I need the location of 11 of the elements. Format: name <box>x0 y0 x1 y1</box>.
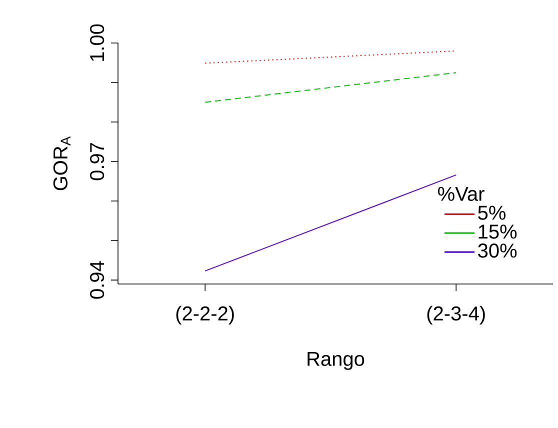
legend-label: 15% <box>478 224 517 239</box>
y-tick-label: 0.97 <box>90 143 104 180</box>
x-tick-label: (2-3-4) <box>427 306 485 324</box>
legend-label: 5% <box>478 206 506 220</box>
y-tick-label: 0.94 <box>90 261 104 299</box>
x-tick-label: (2-2-2) <box>176 306 234 324</box>
y-tick-label: 1.00 <box>90 24 104 61</box>
y-axis-title: GOR$_{A}$ <box>53 136 70 190</box>
legend-title: %Var <box>438 186 484 201</box>
legend-label: 30% <box>478 244 517 258</box>
x-axis-title: Rango <box>308 352 364 370</box>
